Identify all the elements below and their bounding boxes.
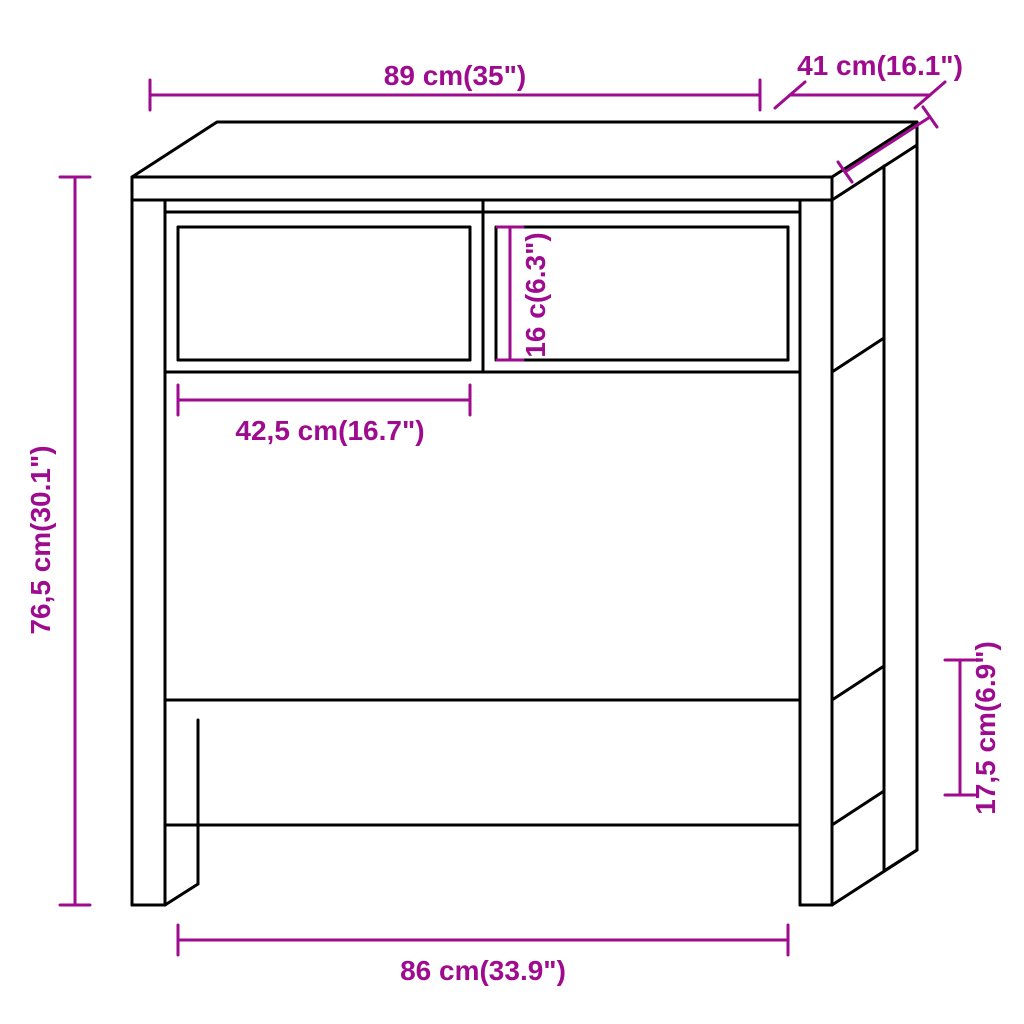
label-shelf-h: 17,5 cm(6.9") [970, 641, 1001, 815]
label-drawer-h: 16 c(6.3") [520, 232, 551, 357]
label-inner-w: 86 cm(33.9") [400, 955, 566, 986]
dimension-depth [838, 107, 937, 182]
dimension-labels: 89 cm(35") 41 cm(16.1") 42,5 cm(16.7") 8… [25, 50, 1001, 986]
label-depth: 41 cm(16.1") [797, 50, 963, 81]
label-height: 76,5 cm(30.1") [25, 445, 56, 634]
label-width: 89 cm(35") [384, 60, 526, 91]
label-drawer-w: 42,5 cm(16.7") [235, 415, 424, 446]
dimension-diagram: 89 cm(35") 41 cm(16.1") 42,5 cm(16.7") 8… [0, 0, 1024, 1024]
dimension-lines [150, 80, 945, 110]
